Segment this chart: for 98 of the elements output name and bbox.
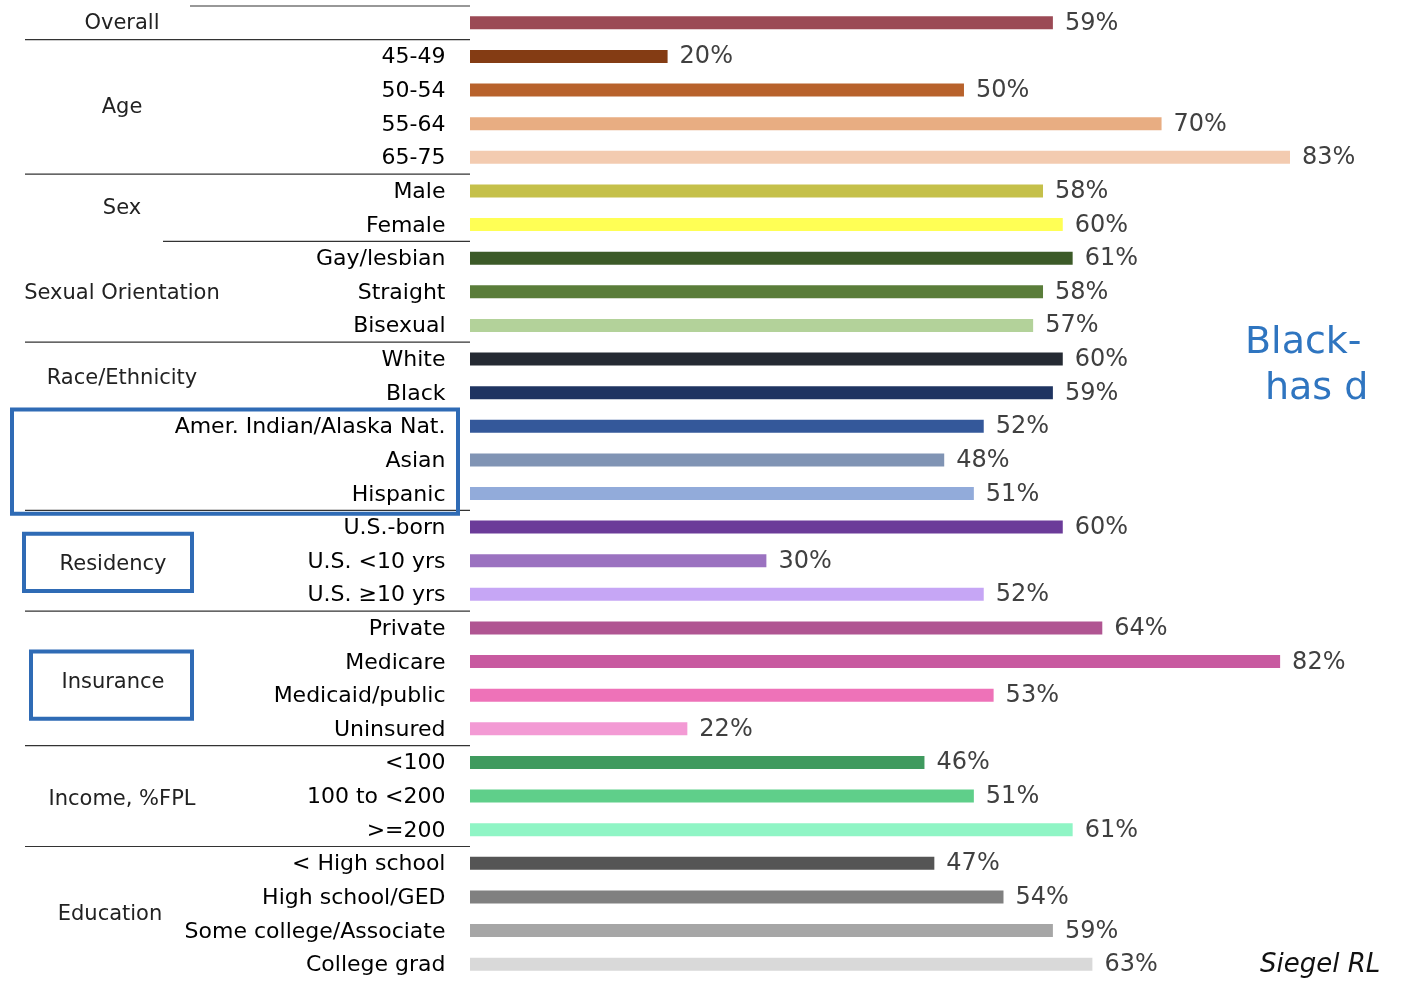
bar (470, 117, 1162, 131)
y-tick-label: 65-75 (381, 144, 446, 170)
text: Overall (84, 9, 160, 34)
bar (470, 924, 1053, 938)
bar (470, 587, 984, 601)
bar (470, 285, 1044, 299)
bar (470, 83, 964, 97)
data-label: 57% (1045, 310, 1099, 339)
bar (470, 218, 1063, 232)
data-label: 61% (1084, 814, 1138, 843)
y-tick-label: Amer. Indian/Alaska Nat. (174, 413, 446, 439)
data-label: 51% (985, 781, 1040, 810)
y-tick-label: High school/GED (262, 883, 446, 909)
data-label: 64% (1114, 612, 1168, 641)
y-tick-label: U.S. ≥10 yrs (307, 581, 446, 607)
data-label: 63% (1104, 949, 1158, 978)
text: Income, %FPL (48, 786, 196, 811)
data-label: 30% (778, 545, 832, 574)
y-tick-label: Hispanic (351, 480, 446, 506)
bar (470, 789, 974, 803)
bar (470, 957, 1093, 971)
bar (470, 621, 1103, 635)
y-tick-label: White (381, 346, 446, 372)
data-label: 48% (956, 444, 1010, 473)
bar (470, 150, 1290, 164)
bar (470, 487, 974, 500)
y-tick-label: Male (393, 177, 446, 203)
data-label: 59% (1064, 377, 1119, 406)
y-tick-label: Medicaid/public (273, 682, 446, 708)
y-tick-label: U.S. <10 yrs (307, 547, 446, 573)
bar (470, 386, 1053, 400)
bar (470, 184, 1044, 198)
data-label: 51% (985, 478, 1040, 507)
text: Education (57, 900, 163, 925)
y-tick-label: Bisexual (353, 312, 446, 338)
y-tick-label: Asian (385, 446, 446, 472)
bar (470, 755, 925, 769)
data-label: 47% (946, 848, 1000, 877)
y-tick-label: Black (385, 379, 446, 405)
y-tick-label: 55-64 (381, 110, 446, 136)
data-label: 52% (995, 411, 1050, 440)
y-tick-label: College grad (305, 951, 446, 977)
y-tick-label: Straight (357, 278, 446, 304)
y-tick-label: 45-49 (381, 43, 446, 69)
data-label: 60% (1074, 344, 1129, 373)
data-label: 70% (1173, 108, 1227, 137)
data-label: 60% (1074, 512, 1129, 541)
y-tick-label: U.S.-born (343, 514, 446, 540)
bar (470, 823, 1073, 837)
y-tick-label: 50-54 (381, 77, 446, 103)
bar (470, 16, 1053, 30)
y-tick-label: Private (368, 614, 446, 640)
data-label: 22% (699, 713, 753, 742)
bar (470, 318, 1034, 332)
data-label: 60% (1074, 209, 1129, 238)
text: Sex (102, 194, 142, 219)
data-label: 83% (1302, 142, 1356, 171)
data-label: 20% (679, 41, 733, 70)
bar (470, 856, 935, 870)
bar (470, 453, 945, 467)
text: Sexual Orientation (24, 280, 220, 305)
bar (470, 49, 668, 63)
data-label: 52% (995, 579, 1050, 608)
bar (470, 352, 1063, 366)
y-tick-label: >=200 (366, 816, 446, 842)
data-label: 50% (975, 75, 1030, 104)
data-label: 46% (936, 747, 990, 776)
data-label: 58% (1055, 175, 1109, 204)
y-tick-label: <100 (385, 749, 446, 775)
annotation: has d (1265, 363, 1369, 408)
y-tick-label: Some college/Associate (184, 917, 446, 943)
bar (470, 554, 767, 568)
bar (470, 520, 1063, 534)
annotation: Black- (1245, 318, 1362, 363)
data-label: 61% (1084, 243, 1138, 272)
y-tick-label: Medicare (345, 648, 446, 674)
y-tick-label: 100 to <200 (307, 783, 446, 809)
data-label: 58% (1055, 276, 1109, 305)
bar (470, 722, 688, 736)
data-label: 54% (1015, 881, 1069, 910)
data-label: 53% (1005, 680, 1059, 709)
y-tick-label: Gay/lesbian (315, 245, 446, 271)
text: Insurance (61, 668, 165, 693)
data-label: 59% (1064, 915, 1119, 944)
data-label: 59% (1064, 7, 1119, 36)
data-label: 82% (1292, 646, 1346, 675)
y-tick-label: < High school (291, 850, 446, 876)
text: Age (101, 93, 143, 118)
bar (470, 655, 1281, 669)
bar (470, 419, 984, 433)
y-tick-label: Female (365, 211, 446, 237)
text: Residency (59, 551, 167, 576)
annotation: Siegel RL (1260, 948, 1381, 979)
bar (470, 251, 1073, 265)
y-tick-label: Uninsured (333, 715, 446, 741)
bar (470, 688, 994, 702)
text: Race/Ethnicity (46, 364, 198, 389)
bar (470, 890, 1004, 904)
